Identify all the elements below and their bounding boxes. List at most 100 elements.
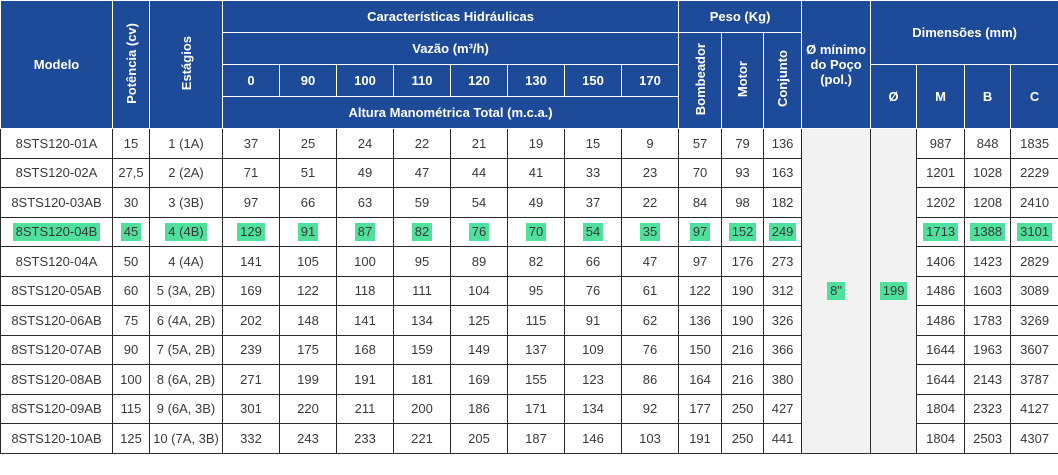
cell-dim-phi: 199 [870, 128, 918, 454]
cell-altura: 159 [393, 334, 451, 365]
header-vazao-value: 0 [222, 64, 280, 97]
header-vazao-value: 90 [279, 64, 337, 97]
cell-motor: 190 [721, 275, 765, 306]
header-motor: Motor [721, 32, 765, 129]
cell-altura: 59 [393, 187, 451, 218]
cell-modelo: 8STS120-07AB [0, 334, 113, 365]
cell-altura: 115 [507, 305, 565, 336]
header-dimensoes: Dimensões (mm) [870, 0, 1058, 65]
cell-dim-b: 1603 [964, 275, 1012, 306]
cell-dim-m: 1644 [916, 364, 966, 395]
cell-dim-b: 2503 [964, 423, 1012, 454]
cell-altura: 301 [222, 393, 280, 424]
cell-altura: 49 [336, 157, 394, 188]
cell-altura: 146 [564, 423, 622, 454]
header-dim-c: C [1010, 64, 1058, 129]
highlight-mark: 35 [639, 222, 661, 241]
cell-dim-c: 3269 [1010, 305, 1058, 336]
cell-estagios: 4 (4B) [149, 216, 223, 247]
cell-dim-c: 1835 [1010, 128, 1058, 159]
cell-modelo: 8STS120-08AB [0, 364, 113, 395]
cell-altura: 186 [450, 393, 508, 424]
highlight-mark: 82 [411, 222, 433, 241]
highlight-mark: 70 [525, 222, 547, 241]
cell-altura: 66 [279, 187, 337, 218]
cell-estagios: 10 (7A, 3B) [149, 423, 223, 454]
header-caracteristicas: Características Hidráulicas [221, 0, 680, 33]
cell-dim-c: 3101 [1010, 216, 1058, 247]
cell-altura: 191 [336, 364, 394, 395]
table-row: 8STS120-09AB 115 9 (6A, 3B) 301 220 211 200 186… [0, 393, 1058, 424]
cell-altura: 181 [393, 364, 451, 395]
cell-conjunto: 427 [763, 393, 803, 424]
header-dim-m: M [916, 64, 966, 129]
cell-modelo: 8STS120-04B [0, 216, 113, 247]
cell-dim-m: 987 [916, 128, 966, 159]
cell-motor: 98 [721, 187, 765, 218]
highlight-mark: 3101 [1017, 222, 1053, 241]
cell-altura: 211 [336, 393, 394, 424]
cell-bombeador: 150 [678, 334, 723, 365]
cell-altura: 100 [336, 246, 394, 277]
cell-conjunto: 366 [763, 334, 803, 365]
cell-potencia: 30 [112, 187, 150, 218]
cell-dim-m: 1486 [916, 275, 966, 306]
cell-estagios: 3 (3B) [149, 187, 223, 218]
cell-altura: 271 [222, 364, 280, 395]
cell-potencia: 15 [112, 128, 150, 159]
header-vazao-value: 120 [450, 64, 508, 97]
highlight-mark: 8STS120-04B [12, 222, 101, 241]
table-row-highlighted: 8STS120-04B 45 4 (4B) 129 91 87 82 76 70 54 35 97 15… [0, 216, 1058, 247]
cell-diametro-poco: 8" [801, 128, 872, 454]
cell-dim-m: 1486 [916, 305, 966, 336]
cell-dim-m: 1406 [916, 246, 966, 277]
pump-spec-table: Modelo Potência (cv) Estágios Caracterís… [0, 0, 1058, 454]
cell-altura: 54 [450, 187, 508, 218]
cell-altura: 104 [450, 275, 508, 306]
cell-altura: 125 [450, 305, 508, 336]
cell-altura: 149 [450, 334, 508, 365]
cell-altura: 87 [336, 216, 394, 247]
cell-potencia: 60 [112, 275, 150, 306]
cell-motor: 190 [721, 305, 765, 336]
cell-altura: 82 [393, 216, 451, 247]
cell-dim-m: 1201 [916, 157, 966, 188]
cell-altura: 91 [279, 216, 337, 247]
cell-altura: 187 [507, 423, 565, 454]
cell-dim-b: 1423 [964, 246, 1012, 277]
cell-altura: 129 [222, 216, 280, 247]
cell-altura: 54 [564, 216, 622, 247]
header-peso: Peso (Kg) [678, 0, 803, 33]
cell-potencia: 45 [112, 216, 150, 247]
cell-altura: 91 [564, 305, 622, 336]
cell-altura: 168 [336, 334, 394, 365]
highlight-mark: 54 [582, 222, 604, 241]
cell-altura: 33 [564, 157, 622, 188]
table-row: 8STS120-04A 50 4 (4A) 141 105 100 95 89 82 66 47 97… [0, 246, 1058, 277]
cell-altura: 21 [450, 128, 508, 159]
cell-motor: 176 [721, 246, 765, 277]
cell-altura: 82 [507, 246, 565, 277]
cell-altura: 175 [279, 334, 337, 365]
cell-altura: 76 [564, 275, 622, 306]
header-vazao-value: 110 [393, 64, 451, 97]
cell-dim-b: 1208 [964, 187, 1012, 218]
cell-potencia: 115 [112, 393, 150, 424]
header-vazao: Vazão (m³/h) [221, 32, 680, 65]
cell-altura: 66 [564, 246, 622, 277]
cell-altura: 155 [507, 364, 565, 395]
cell-altura: 24 [336, 128, 394, 159]
table-row: 8STS120-02A 27,5 2 (2A) 71 51 49 47 44 41 33 23 70 9… [0, 157, 1058, 188]
cell-altura: 171 [507, 393, 565, 424]
cell-motor: 216 [721, 364, 765, 395]
cell-altura: 97 [222, 187, 280, 218]
cell-motor: 250 [721, 393, 765, 424]
table-row: 8STS120-01A 15 1 (1A) 37 25 24 22 21 19 15 9 57 79 13… [0, 128, 1058, 454]
cell-dim-b: 848 [964, 128, 1012, 159]
cell-dim-c: 2829 [1010, 246, 1058, 277]
cell-bombeador: 164 [678, 364, 723, 395]
cell-modelo: 8STS120-05AB [0, 275, 113, 306]
cell-altura: 95 [507, 275, 565, 306]
cell-altura: 25 [279, 128, 337, 159]
cell-altura: 62 [620, 305, 680, 336]
